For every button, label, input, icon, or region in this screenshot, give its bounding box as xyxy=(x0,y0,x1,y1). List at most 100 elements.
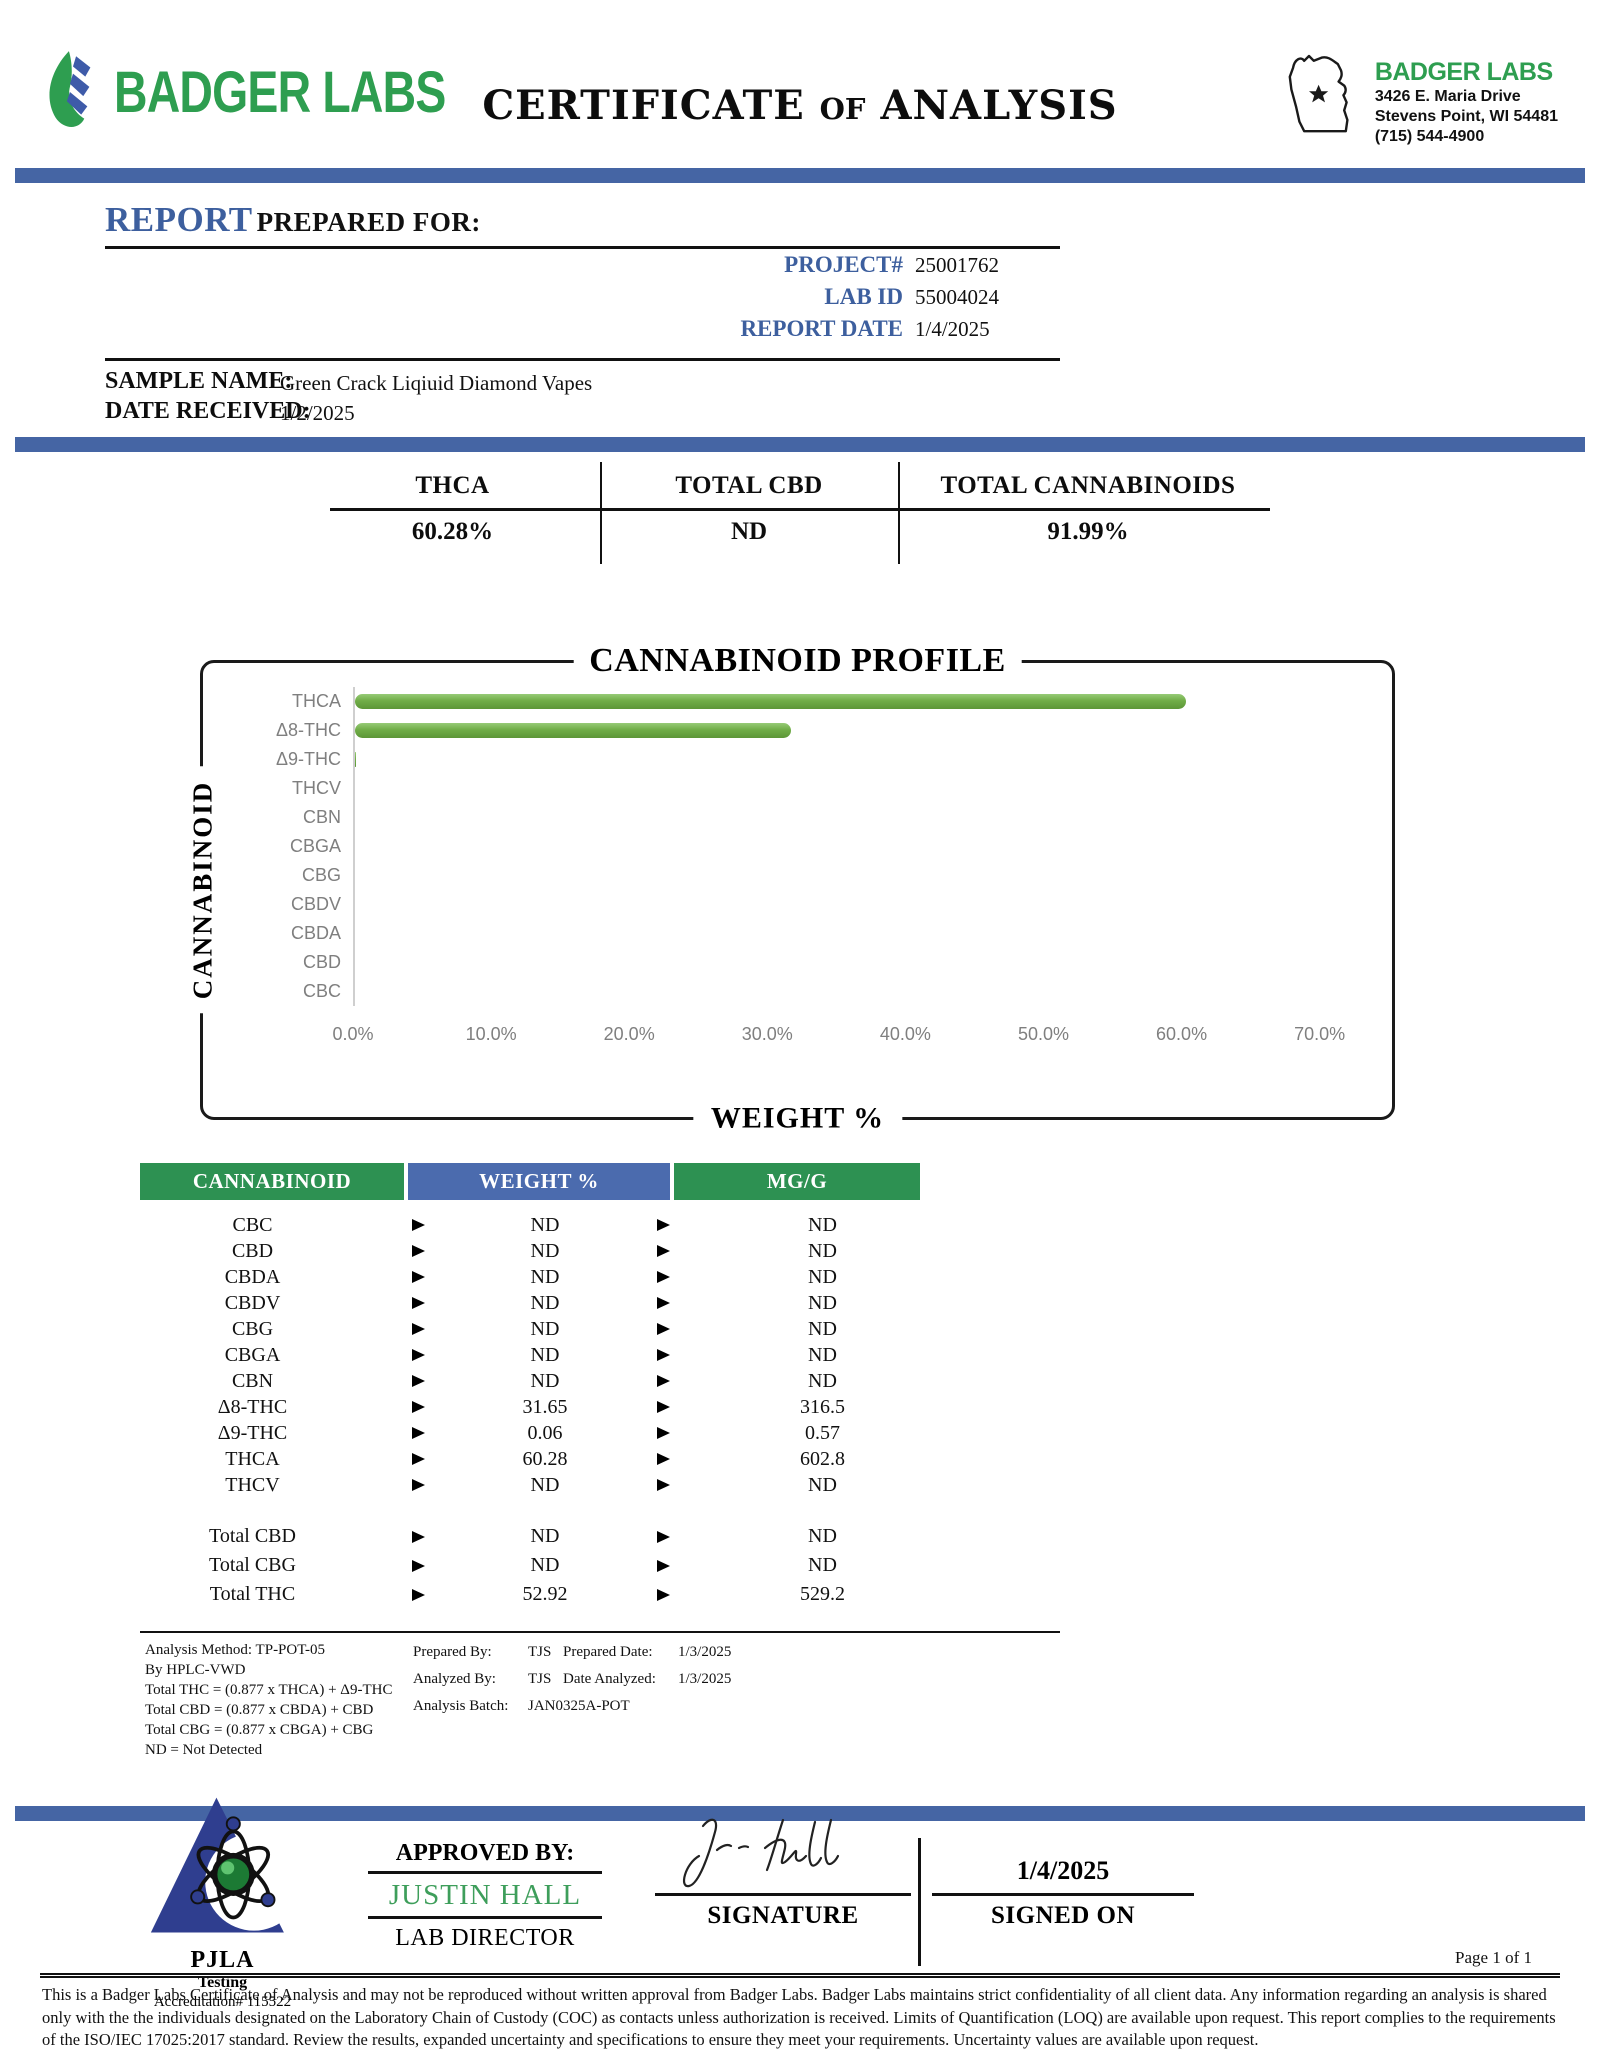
summary-divider-2 xyxy=(898,462,900,564)
chart-row: CBDA xyxy=(223,919,1368,948)
analyte-name: CBD xyxy=(231,1239,274,1262)
analysis-batch-label: Analysis Batch: xyxy=(413,1698,509,1714)
analyte-name: CBDV xyxy=(224,1291,281,1314)
mg-per-g-value: ND xyxy=(808,1554,837,1576)
analyte-name: Δ8-THC xyxy=(217,1395,288,1418)
chart-bar-area xyxy=(353,803,1368,832)
prepared-date-value: 1/3/2025 xyxy=(678,1644,732,1660)
mg-per-g-value: 0.57 xyxy=(805,1421,840,1444)
chart-y-axis-label: CANNABINOID xyxy=(187,766,219,1014)
summary-header: THCA xyxy=(415,472,490,499)
signature-image xyxy=(665,1812,900,1897)
method-note-line: ND = Not Detected xyxy=(145,1742,263,1758)
footer-divider xyxy=(918,1838,921,1966)
analyte-name: CBGA xyxy=(224,1343,281,1366)
lab-address-block: BADGER LABS 3426 E. Maria Drive Stevens … xyxy=(1277,44,1558,153)
chart-category-label: Δ8-THC xyxy=(275,720,341,740)
chart-row: THCA xyxy=(223,687,1368,716)
report-heading: REPORT PREPARED FOR: xyxy=(105,200,1060,249)
badger-labs-logo: BADGER LABS xyxy=(42,48,528,137)
analyte-name: Δ9-THC xyxy=(217,1421,288,1444)
report-field-value: 55004024 xyxy=(915,285,999,309)
weight-percent-value: ND xyxy=(530,1291,560,1314)
table-row: CBG ND ND xyxy=(140,1316,920,1342)
analyzed-by-value: TJS xyxy=(528,1671,552,1687)
analysis-dates: Prepared Date: 1/3/2025 Date Analyzed: 1/3… xyxy=(563,1644,731,1698)
chart-category-label: CBG xyxy=(301,865,341,885)
chart-row: CBGA xyxy=(223,832,1368,861)
report-fields: PROJECT# 25001762 LAB ID 55004024 REPORT DAT… xyxy=(105,252,1060,348)
accreditation-number: Accreditation# 115522 xyxy=(153,1994,292,2010)
summary-divider-1 xyxy=(600,462,602,564)
preparation-info: Prepared By: TJS Analyzed By: TJS Analysis… xyxy=(413,1644,630,1725)
chart-tick-label: 10.0% xyxy=(465,1024,517,1044)
results-table-body: CBC ND ND CBD ND ND CBDA ND ND CBDV ND ND CBG ND ND CBG… xyxy=(140,1212,920,1609)
weight-percent-value: ND xyxy=(530,1343,560,1366)
prepared-date-label: Prepared Date: xyxy=(563,1644,653,1660)
weight-percent-value: 31.65 xyxy=(522,1395,568,1418)
table-row: Total CBG ND ND xyxy=(140,1551,920,1580)
approver-name: JUSTIN HALL xyxy=(368,1874,602,1919)
mg-per-g-value: ND xyxy=(808,1291,837,1314)
weight-percent-value: ND xyxy=(530,1369,560,1392)
mg-per-g-value: 529.2 xyxy=(800,1583,845,1605)
pjla-org: PJLA xyxy=(190,1947,255,1973)
weight-percent-value: ND xyxy=(530,1265,560,1288)
chart-category-label: THCA xyxy=(292,691,341,711)
method-note-line: Total CBD = (0.877 x CBDA) + CBD xyxy=(145,1702,374,1718)
mg-per-g-value: ND xyxy=(808,1369,837,1392)
table-row: Total CBD ND ND xyxy=(140,1522,920,1551)
summary-header: TOTAL CBD xyxy=(675,472,823,499)
date-received-value: 1/2/2025 xyxy=(280,401,355,425)
mg-per-g-value: 316.5 xyxy=(800,1395,845,1418)
chart-row: CBN xyxy=(223,803,1368,832)
weight-percent-value: 60.28 xyxy=(522,1447,568,1470)
pjla-logo-icon xyxy=(143,1797,303,1944)
wisconsin-map-icon xyxy=(1277,44,1365,153)
chart-bar xyxy=(355,752,356,767)
summary-value: ND xyxy=(730,518,768,545)
chart-category-label: CBGA xyxy=(289,836,341,856)
table-row: CBC ND ND xyxy=(140,1212,920,1238)
report-field-label: PROJECT# xyxy=(784,252,903,277)
chart-row: Δ8-THC xyxy=(223,716,1368,745)
chart-bar-area xyxy=(353,832,1368,861)
chart-bar xyxy=(355,723,792,738)
pjla-accreditation-block: PJLA Testing Accreditation# 115522 xyxy=(130,1792,315,2011)
table-row: CBN ND ND xyxy=(140,1368,920,1394)
mg-per-g-value: ND xyxy=(808,1525,837,1547)
column-header-mgg: MG/G xyxy=(674,1163,920,1200)
prepared-by-label: Prepared By: xyxy=(413,1644,492,1660)
chart-tick-label: 60.0% xyxy=(1156,1024,1208,1044)
chart-bar-area xyxy=(353,745,1368,774)
analyte-name: THCA xyxy=(225,1447,280,1470)
report-field: LAB ID 55004024 xyxy=(105,284,1060,310)
chart-row: CBDV xyxy=(223,890,1368,919)
report-field: PROJECT# 25001762 xyxy=(105,252,1060,278)
chart-tick-label: 50.0% xyxy=(1017,1024,1069,1044)
mg-per-g-value: 602.8 xyxy=(800,1447,845,1470)
method-note-line: By HPLC-VWD xyxy=(145,1662,246,1678)
column-header-cannabinoid: CANNABINOID xyxy=(140,1163,404,1200)
chart-category-label: CBD xyxy=(302,952,341,972)
approved-by-block: APPROVED BY: JUSTIN HALL LAB DIRECTOR xyxy=(368,1840,602,1952)
weight-percent-value: ND xyxy=(530,1213,560,1236)
analyte-name: CBDA xyxy=(224,1265,281,1288)
weight-percent-value: 52.92 xyxy=(522,1583,568,1605)
chart-tick-label: 70.0% xyxy=(1294,1024,1346,1044)
lab-address-line1: 3426 E. Maria Drive xyxy=(1374,88,1521,105)
table-row: THCV ND ND xyxy=(140,1472,920,1498)
mg-per-g-value: ND xyxy=(808,1213,837,1236)
sample-name-value: Green Crack Liqiuid Diamond Vapes xyxy=(280,371,593,395)
summary-value: 91.99% xyxy=(1047,518,1129,545)
signature-label: SIGNATURE xyxy=(707,1902,859,1929)
chart-tick-label: 30.0% xyxy=(741,1024,793,1044)
chart-category-label: CBN xyxy=(302,807,341,827)
analyte-name: CBG xyxy=(231,1317,274,1340)
mg-per-g-value: ND xyxy=(808,1317,837,1340)
divider-bar-middle xyxy=(15,437,1585,452)
summary-value: 60.28% xyxy=(411,518,494,545)
chart-tick-area: 0.0% 10.0% 20.0% 30.0% 40.0% 50.0% 60.0% 70.0% xyxy=(332,1014,1368,1054)
logo-wordmark: BADGER LABS xyxy=(114,60,446,125)
table-row: CBD ND ND xyxy=(140,1238,920,1264)
